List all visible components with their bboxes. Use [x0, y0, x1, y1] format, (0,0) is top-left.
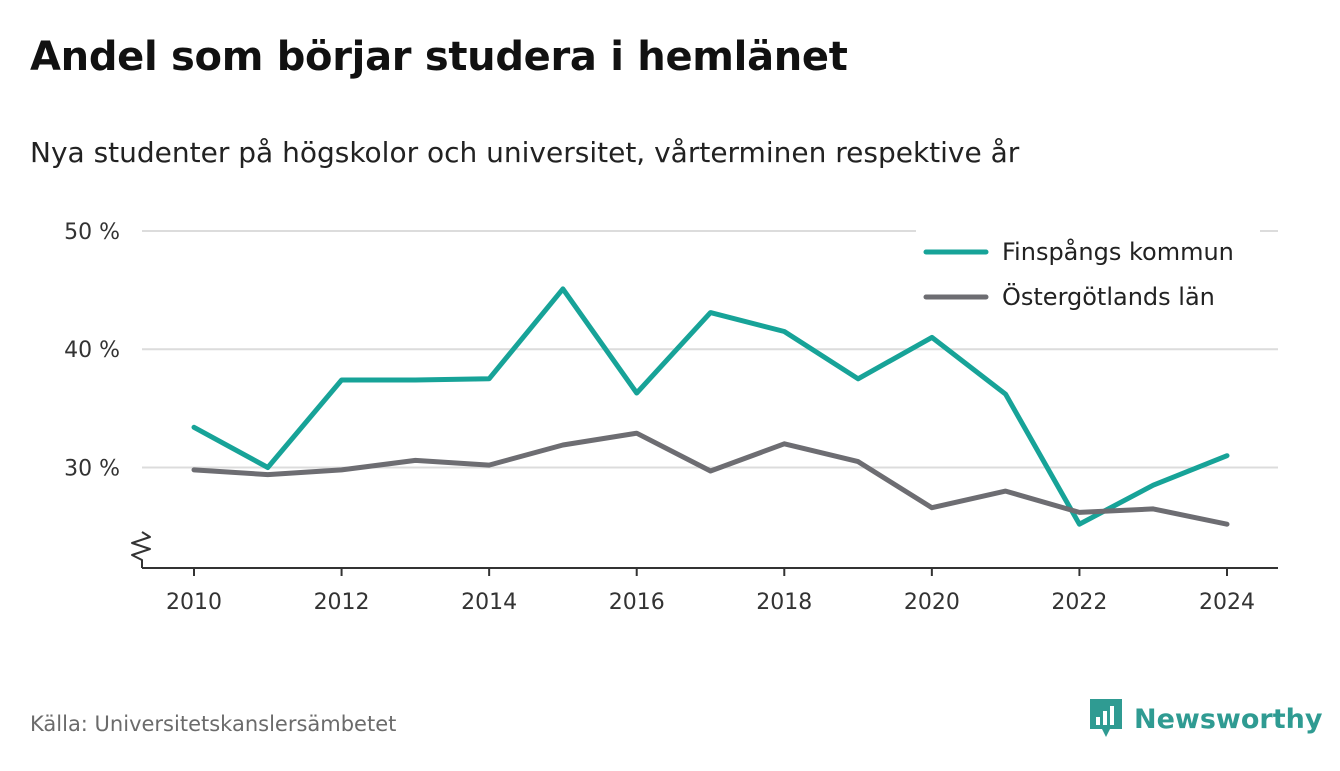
line-chart: 30 % 40 % 50 % 2010 2012 2014 2016 2018 2020 2022…	[64, 220, 1278, 615]
x-tick-label: 2020	[904, 590, 960, 615]
x-tick-label: 2016	[609, 590, 665, 615]
x-tick-label: 2024	[1199, 590, 1255, 615]
chart-subtitle: Nya studenter på högskolor och universit…	[30, 136, 1020, 169]
x-tick-label: 2012	[314, 590, 370, 615]
series-line-1	[191, 286, 1230, 527]
brand-logo[interactable]: Newsworthy	[1088, 696, 1322, 742]
legend: Finspångs kommun Östergötlands län	[916, 226, 1260, 324]
series-line-2	[191, 430, 1230, 527]
x-tick-label: 2010	[166, 590, 222, 615]
y-tick-label: 50 %	[64, 220, 120, 245]
legend-label-2: Östergötlands län	[1002, 282, 1215, 311]
axis-break-icon	[131, 531, 151, 568]
newsworthy-logo-icon	[1090, 699, 1122, 737]
chart-title: Andel som börjar studera i hemlänet	[30, 34, 848, 80]
x-tick-label: 2014	[461, 590, 517, 615]
y-tick-label: 40 %	[64, 338, 120, 363]
x-tick-label: 2018	[756, 590, 812, 615]
legend-background	[916, 226, 1260, 324]
x-tick-label: 2022	[1051, 590, 1107, 615]
y-tick-label: 30 %	[64, 456, 120, 481]
legend-label-1: Finspångs kommun	[1002, 237, 1234, 266]
series-lines	[191, 286, 1230, 527]
source-note: Källa: Universitetskanslersämbetet	[30, 712, 397, 736]
axes: 30 % 40 % 50 % 2010 2012 2014 2016 2018 2020 2022…	[64, 220, 1278, 615]
brand-name: Newsworthy	[1134, 703, 1323, 735]
